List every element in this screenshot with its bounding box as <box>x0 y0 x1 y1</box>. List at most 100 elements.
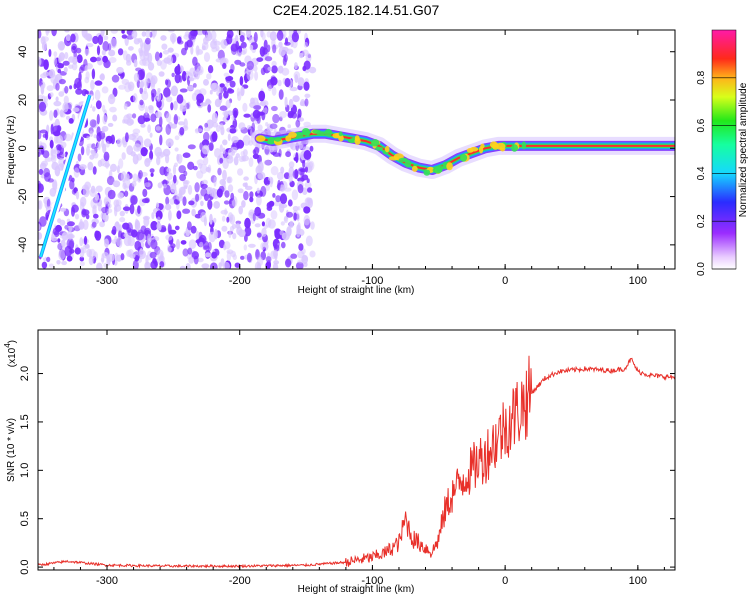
colorbar-tick-label: 0.0 <box>696 262 707 276</box>
noise-speck <box>96 262 103 269</box>
noise-speck <box>269 31 277 41</box>
noise-speck <box>64 133 72 142</box>
snr-y-tick-label: 2.0 <box>19 366 31 381</box>
noise-speck <box>294 62 298 70</box>
noise-speck <box>159 166 166 176</box>
noise-speck <box>247 125 252 130</box>
noise-speck <box>39 216 47 227</box>
noise-speck <box>117 192 124 199</box>
noise-speck <box>51 161 59 171</box>
noise-speck <box>58 78 66 85</box>
noise-speck <box>274 228 282 240</box>
noise-speck <box>89 130 94 138</box>
noise-speck <box>122 206 131 211</box>
noise-speck <box>134 240 142 251</box>
noise-speck <box>205 34 209 42</box>
noise-speck <box>305 165 308 173</box>
noise-speck <box>218 262 222 269</box>
noise-speck <box>55 134 64 144</box>
noise-speck <box>236 139 245 149</box>
noise-speck <box>65 34 71 42</box>
noise-speck <box>188 200 195 206</box>
noise-speck <box>71 43 78 54</box>
noise-speck <box>124 190 129 197</box>
snr-x-tick-label: 100 <box>629 575 647 587</box>
noise-speck <box>108 57 117 63</box>
noise-speck <box>220 209 229 215</box>
noise-speck <box>151 30 156 39</box>
noise-speck <box>149 251 157 259</box>
spec-x-tick-label: -300 <box>96 275 118 287</box>
streak-core <box>39 94 91 258</box>
ridge-blob <box>425 169 430 175</box>
noise-speck <box>50 123 54 135</box>
noise-speck <box>267 66 273 71</box>
noise-speck <box>251 122 256 133</box>
noise-speck <box>191 208 196 217</box>
noise-speck <box>200 200 204 207</box>
noise-speck <box>265 256 272 263</box>
noise-speck <box>135 67 142 72</box>
noise-speck <box>187 184 193 195</box>
noise-speck <box>59 207 67 212</box>
noise-speck <box>176 94 184 104</box>
noise-speck <box>209 89 213 95</box>
noise-speck <box>78 71 82 82</box>
noise-speck <box>74 213 80 220</box>
colorbar-ticks: 0.0 0.2 0.4 0.6 0.8 <box>696 70 736 276</box>
noise-speck <box>268 200 275 207</box>
noise-speck <box>179 88 188 93</box>
noise-speck <box>68 118 74 124</box>
noise-speck <box>298 243 304 251</box>
noise-speck <box>201 263 210 269</box>
noise-speck <box>116 165 120 174</box>
noise-speck <box>144 158 151 167</box>
noise-speck <box>249 196 254 203</box>
noise-speck <box>113 199 120 208</box>
noise-speck <box>242 182 247 187</box>
noise-speck <box>81 208 87 218</box>
noise-speck <box>303 81 310 91</box>
noise-speck <box>285 151 291 158</box>
noise-speck <box>307 187 313 193</box>
noise-speck <box>284 96 288 108</box>
noise-speck <box>187 144 196 150</box>
ridge-blob <box>338 131 343 137</box>
noise-speck <box>299 52 304 59</box>
noise-speck <box>58 249 66 261</box>
noise-speck <box>84 90 89 96</box>
noise-speck <box>207 164 212 174</box>
noise-speck <box>246 60 254 71</box>
noise-speck <box>53 100 62 107</box>
noise-speck <box>300 99 306 106</box>
noise-speck <box>248 243 256 248</box>
noise-speck <box>240 86 245 97</box>
noise-speck <box>287 199 293 207</box>
noise-speck <box>159 52 163 59</box>
noise-speck <box>207 199 213 210</box>
noise-speck <box>99 74 105 80</box>
noise-speck <box>165 112 172 123</box>
noise-speck <box>297 250 305 259</box>
noise-speck <box>120 253 125 261</box>
noise-speck <box>45 30 51 34</box>
noise-speck <box>170 243 176 249</box>
noise-speck <box>101 206 108 214</box>
spectrogram-marks <box>38 30 675 269</box>
noise-speck <box>256 195 262 206</box>
noise-speck <box>257 124 263 131</box>
ridge-blob <box>324 128 333 137</box>
noise-speck <box>132 93 138 103</box>
noise-speck <box>51 30 57 37</box>
noise-speck <box>42 150 50 159</box>
noise-speck <box>281 241 286 249</box>
noise-speck <box>44 157 53 162</box>
noise-speck <box>262 47 268 55</box>
noise-speck <box>78 164 87 170</box>
noise-speck <box>282 56 287 66</box>
noise-speck <box>121 78 130 86</box>
noise-speck <box>211 112 218 124</box>
noise-speck <box>64 245 73 257</box>
noise-speck <box>96 45 101 56</box>
noise-speck <box>263 39 268 50</box>
